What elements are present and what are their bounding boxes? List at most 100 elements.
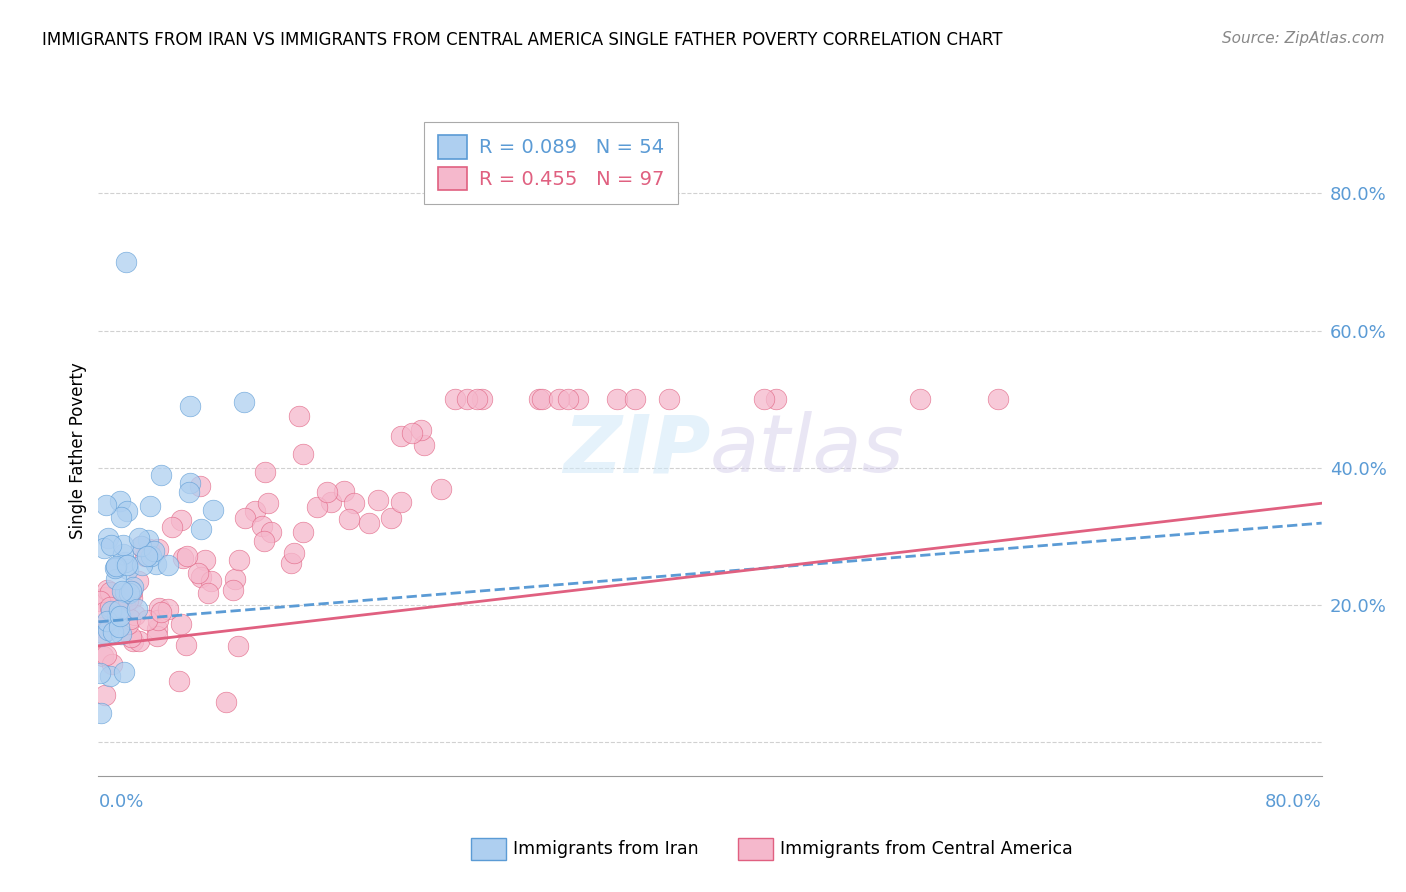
Point xyxy=(93,606,115,620)
Point xyxy=(134,549,156,564)
Point xyxy=(471,392,494,406)
Point xyxy=(121,591,143,606)
Point xyxy=(127,574,149,588)
Point xyxy=(117,593,139,607)
Point xyxy=(190,523,212,537)
Point xyxy=(179,475,201,490)
Point xyxy=(149,467,172,482)
Point xyxy=(114,555,136,569)
Point xyxy=(117,562,139,576)
Point xyxy=(94,499,117,513)
Point xyxy=(138,542,160,557)
Point xyxy=(250,518,273,533)
Point xyxy=(401,425,423,440)
Point xyxy=(188,479,211,493)
Point xyxy=(117,617,139,632)
Point xyxy=(97,532,120,546)
Point xyxy=(548,392,571,406)
Point xyxy=(280,556,302,570)
Point xyxy=(108,603,131,617)
Point xyxy=(292,524,315,539)
Point xyxy=(110,493,132,508)
Point xyxy=(128,634,150,648)
Point xyxy=(557,392,579,406)
Point xyxy=(146,613,169,627)
Point xyxy=(146,542,169,557)
Point xyxy=(139,500,162,514)
Point xyxy=(101,657,124,671)
Point xyxy=(128,531,150,545)
Point xyxy=(96,615,118,629)
Point xyxy=(367,492,389,507)
Point xyxy=(456,392,478,406)
Point xyxy=(143,544,166,558)
Point xyxy=(98,599,121,614)
Point xyxy=(112,665,135,679)
Point xyxy=(307,500,329,514)
Point xyxy=(115,558,138,572)
Legend: R = 0.089   N = 54, R = 0.455   N = 97: R = 0.089 N = 54, R = 0.455 N = 97 xyxy=(425,121,678,204)
Point xyxy=(145,557,167,571)
Point xyxy=(292,446,315,460)
Point xyxy=(110,626,132,640)
Point xyxy=(93,688,115,702)
Point xyxy=(121,584,143,599)
Point xyxy=(177,485,200,500)
Text: 80.0%: 80.0% xyxy=(1265,793,1322,811)
Point xyxy=(321,495,343,509)
Point xyxy=(111,547,134,561)
Point xyxy=(91,649,114,664)
Point xyxy=(120,630,142,644)
Point xyxy=(105,608,128,623)
Point xyxy=(315,485,337,500)
Point xyxy=(100,604,122,618)
Point xyxy=(765,392,787,406)
Point xyxy=(176,549,198,564)
Point xyxy=(104,561,127,575)
Point xyxy=(98,669,121,683)
Point xyxy=(125,602,148,616)
Point xyxy=(107,620,129,634)
Text: Source: ZipAtlas.com: Source: ZipAtlas.com xyxy=(1222,31,1385,46)
Point xyxy=(332,483,354,498)
Point xyxy=(190,569,212,583)
Point xyxy=(136,613,159,627)
Text: Immigrants from Central America: Immigrants from Central America xyxy=(780,840,1073,858)
Text: IMMIGRANTS FROM IRAN VS IMMIGRANTS FROM CENTRAL AMERICA SINGLE FATHER POVERTY CO: IMMIGRANTS FROM IRAN VS IMMIGRANTS FROM … xyxy=(42,31,1002,49)
Point xyxy=(257,496,280,510)
Point xyxy=(105,560,128,574)
Point xyxy=(146,622,169,636)
Point xyxy=(197,585,219,599)
Point xyxy=(129,539,152,553)
Point xyxy=(115,255,138,269)
Point xyxy=(129,539,152,553)
Point xyxy=(389,429,412,443)
Point xyxy=(226,640,249,654)
Y-axis label: Single Father Poverty: Single Father Poverty xyxy=(69,362,87,539)
Point xyxy=(194,553,217,567)
Point xyxy=(114,584,136,599)
Point xyxy=(167,674,190,689)
Point xyxy=(253,534,276,549)
Point xyxy=(343,496,366,510)
Point xyxy=(389,495,412,509)
Point xyxy=(100,537,122,551)
Point xyxy=(222,582,245,597)
Point xyxy=(228,553,250,567)
Point xyxy=(987,392,1010,406)
Text: atlas: atlas xyxy=(710,411,905,490)
Point xyxy=(174,638,197,652)
Point xyxy=(233,395,256,409)
Point xyxy=(120,584,142,599)
Point xyxy=(93,541,115,555)
Point xyxy=(172,550,194,565)
Point xyxy=(380,511,402,525)
Point xyxy=(94,648,117,662)
Point xyxy=(606,392,628,406)
Point xyxy=(112,538,135,552)
Point xyxy=(233,511,256,525)
Point xyxy=(169,616,191,631)
Point xyxy=(260,525,283,540)
Point xyxy=(141,549,163,563)
Point xyxy=(411,423,433,437)
